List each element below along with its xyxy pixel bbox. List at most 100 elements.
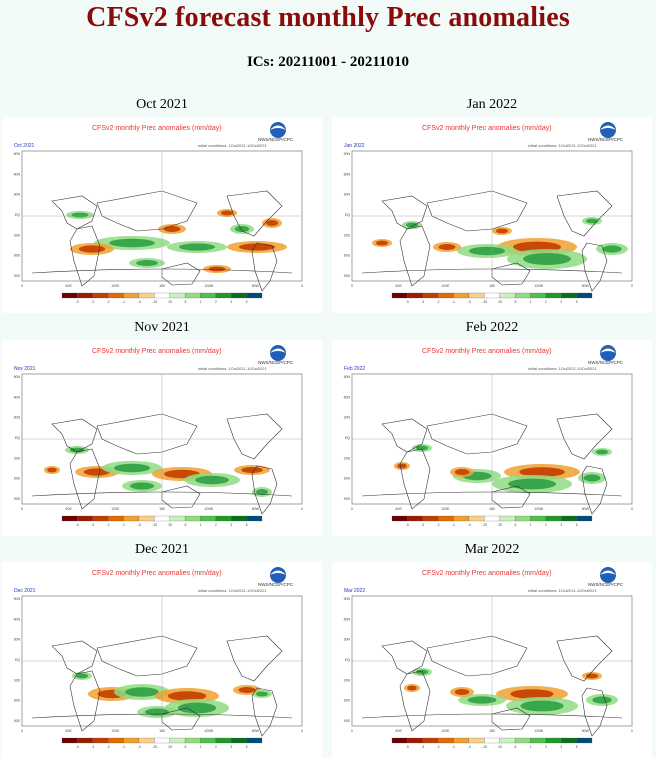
map-plot-area	[352, 596, 632, 737]
lon-tick-label: 60E	[396, 729, 403, 733]
lon-tick-label: 60W	[582, 507, 590, 511]
lon-tick-label: 60W	[582, 729, 590, 733]
lat-tick-label: 90N	[344, 152, 351, 156]
coastline	[556, 413, 613, 460]
lon-tick-label: 0	[21, 284, 23, 288]
lon-tick-label: 180	[159, 507, 165, 511]
map-panel-feb-2022: CFSv2 monthly Prec anomalies (mm/day) NWS…	[332, 340, 652, 536]
lon-tick-label: 120E	[111, 507, 120, 511]
lon-tick-label: 0	[301, 729, 303, 733]
colorbar-tick-label: -5	[76, 300, 79, 304]
colorbar-tick-label: -2	[107, 300, 110, 304]
coastline	[69, 448, 101, 510]
colorbar-swatch	[246, 515, 263, 522]
agency-label: NWS/NCEP/CPC	[588, 582, 624, 587]
lon-tick-label: 120E	[441, 507, 450, 511]
lat-tick-label: EQ	[345, 436, 350, 440]
colorbar-tick-label: 2	[215, 745, 217, 749]
colorbar-swatch	[108, 737, 124, 744]
lon-tick-label: 60E	[396, 507, 403, 511]
colorbar-tick-label: 3	[230, 300, 232, 304]
agency-label: NWS/NCEP/CPC	[588, 137, 624, 142]
colorbar-swatch	[530, 515, 546, 522]
lon-tick-label: 180	[489, 729, 495, 733]
colorbar-tick-label: .25	[167, 745, 172, 749]
colorbar-tick-label: 3	[560, 745, 562, 749]
lon-tick-label: 180	[159, 284, 165, 288]
colorbar-swatch	[123, 515, 140, 522]
colorbar-swatch	[77, 292, 93, 299]
colorbar-tick-label: -1	[452, 300, 455, 304]
colorbar-swatch	[576, 737, 593, 744]
colorbar-tick-label: 3	[230, 523, 232, 527]
month-tag: Oct 2021	[14, 143, 35, 149]
colorbar-swatch	[391, 515, 408, 522]
colorbar-tick-label: -1	[452, 745, 455, 749]
colorbar-swatch	[514, 737, 531, 744]
colorbar-tick-label: -1	[122, 300, 125, 304]
coastline	[226, 190, 283, 237]
coastline	[69, 670, 101, 732]
precip-anomaly-map: CFSv2 monthly Prec anomalies (mm/day) NWS…	[344, 567, 633, 749]
colorbar-swatch	[138, 737, 155, 744]
colorbar-tick-label: -5	[76, 523, 79, 527]
colorbar-tick-label: 5	[576, 300, 578, 304]
plot-title: CFSv2 monthly Prec anomalies (mm/day)	[422, 570, 552, 577]
lat-tick-label: 30S	[14, 678, 21, 682]
map-panel-dec-2021: CFSv2 monthly Prec anomalies (mm/day) NWS…	[2, 562, 322, 758]
lat-tick-label: 60S	[14, 699, 21, 703]
colorbar-tick-label: -.25	[482, 745, 488, 749]
lon-tick-label: 0	[351, 284, 353, 288]
colorbar-tick-label: .5	[514, 745, 517, 749]
plot-title: CFSv2 monthly Prec anomalies (mm/day)	[422, 348, 552, 355]
colorbar-swatch	[92, 292, 109, 299]
lat-tick-label: 30S	[344, 233, 351, 237]
colorbar-tick-label: 1	[200, 745, 202, 749]
coastline	[556, 190, 613, 237]
colorbar-swatch	[215, 737, 232, 744]
lat-tick-label: 30S	[344, 456, 351, 460]
colorbar-tick-label: -.25	[482, 300, 488, 304]
colorbar-tick-label: -.5	[137, 300, 141, 304]
colorbar-tick-label: 5	[576, 745, 578, 749]
colorbar-swatch	[422, 292, 439, 299]
precip-anomaly-map: CFSv2 monthly Prec anomalies (mm/day) NWS…	[14, 345, 303, 527]
colorbar-tick-label: -.25	[152, 300, 158, 304]
lat-tick-label: 60N	[14, 395, 21, 399]
coastline	[399, 225, 431, 287]
colorbar-tick-label: -1	[452, 523, 455, 527]
colorbar-tick-label: -5	[406, 300, 409, 304]
colorbar-swatch	[468, 515, 485, 522]
colorbar-swatch	[468, 737, 485, 744]
colorbar-swatch	[407, 515, 423, 522]
colorbar-swatch	[391, 737, 408, 744]
colorbar-swatch	[453, 515, 470, 522]
colorbar-swatch	[438, 737, 454, 744]
colorbar-swatch	[576, 292, 593, 299]
noaa-logo-icon	[600, 567, 616, 583]
plot-title: CFSv2 monthly Prec anomalies (mm/day)	[92, 125, 222, 132]
lat-tick-label: 90S	[344, 719, 351, 723]
colorbar-swatch	[231, 737, 247, 744]
colorbar-tick-label: 1	[530, 745, 532, 749]
coastline	[556, 635, 613, 682]
colorbar-tick-label: -5	[406, 523, 409, 527]
colorbar-swatch	[499, 515, 516, 522]
map-panel-nov-2021: CFSv2 monthly Prec anomalies (mm/day) NWS…	[2, 340, 322, 536]
lat-tick-label: 30N	[14, 193, 21, 197]
coastline	[51, 640, 98, 675]
colorbar-swatch	[407, 292, 423, 299]
colorbar-swatch	[92, 737, 109, 744]
lon-tick-label: 60E	[396, 284, 403, 288]
lat-tick-label: 90N	[14, 597, 21, 601]
coastline	[381, 640, 428, 675]
lat-tick-label: 90N	[14, 152, 21, 156]
colorbar-tick-label: .25	[167, 300, 172, 304]
colorbar-tick-label: -1	[122, 745, 125, 749]
coastline	[251, 687, 278, 737]
colorbar-swatch	[77, 515, 93, 522]
lat-tick-label: 60S	[14, 254, 21, 258]
colorbar-tick-label: -2	[437, 300, 440, 304]
plot-title: CFSv2 monthly Prec anomalies (mm/day)	[92, 570, 222, 577]
colorbar-swatch	[561, 292, 577, 299]
